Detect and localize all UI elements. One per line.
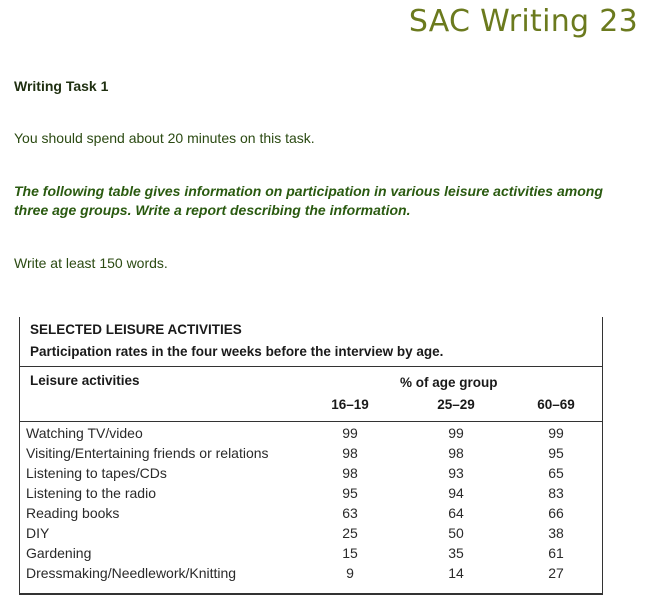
table-row: Dressmaking/Needlework/Knitting 9 14 27 [20,565,602,585]
age-column-header-60-69: 60–69 [537,397,575,412]
activity-label: DIY [26,525,50,541]
activity-label: Visiting/Entertaining friends or relatio… [26,445,269,461]
activity-label: Watching TV/video [26,425,143,441]
activity-label: Listening to tapes/CDs [26,465,167,481]
value-60-69: 83 [548,485,564,501]
age-column-header-16-19: 16–19 [331,397,369,412]
value-60-69: 99 [548,425,564,441]
age-group-header: % of age group [400,375,498,390]
table-row: Listening to tapes/CDs 98 93 65 [20,465,602,485]
value-25-29: 93 [448,465,464,481]
leisure-activities-table: SELECTED LEISURE ACTIVITIES Participatio… [19,317,603,595]
value-25-29: 99 [448,425,464,441]
word-count-instruction: Write at least 150 words. [14,255,168,271]
task-prompt: The following table gives information on… [14,183,603,218]
table-subtitle: Participation rates in the four weeks be… [30,344,444,359]
table-title: SELECTED LEISURE ACTIVITIES [30,322,242,337]
time-instruction: You should spend about 20 minutes on thi… [14,130,315,146]
activity-column-header: Leisure activities [30,373,140,388]
value-60-69: 61 [548,545,564,561]
table-row: Reading books 63 64 66 [20,505,602,525]
page-title: SAC Writing 23 [408,4,638,39]
value-25-29: 35 [448,545,464,561]
table-row: Visiting/Entertaining friends or relatio… [20,445,602,465]
value-60-69: 66 [548,505,564,521]
value-60-69: 38 [548,525,564,541]
activity-label: Gardening [26,545,92,561]
value-25-29: 50 [448,525,464,541]
value-60-69: 27 [548,565,564,581]
value-25-29: 98 [448,445,464,461]
value-16-19: 98 [342,465,358,481]
table-row: Gardening 15 35 61 [20,545,602,565]
activity-label: Listening to the radio [26,485,156,501]
value-60-69: 65 [548,465,564,481]
value-16-19: 9 [346,565,354,581]
value-25-29: 64 [448,505,464,521]
value-16-19: 95 [342,485,358,501]
table-row: Listening to the radio 95 94 83 [20,485,602,505]
value-16-19: 15 [342,545,358,561]
age-column-header-25-29: 25–29 [437,397,475,412]
value-60-69: 95 [548,445,564,461]
value-16-19: 98 [342,445,358,461]
value-16-19: 63 [342,505,358,521]
activity-label: Reading books [26,505,120,521]
table-row: Watching TV/video 99 99 99 [20,425,602,445]
table-row: DIY 25 50 38 [20,525,602,545]
table-divider-top [20,366,602,367]
activity-label: Dressmaking/Needlework/Knitting [26,565,237,581]
value-16-19: 25 [342,525,358,541]
value-25-29: 14 [448,565,464,581]
value-16-19: 99 [342,425,358,441]
value-25-29: 94 [448,485,464,501]
table-divider-header [20,421,602,422]
task-heading: Writing Task 1 [14,78,109,94]
